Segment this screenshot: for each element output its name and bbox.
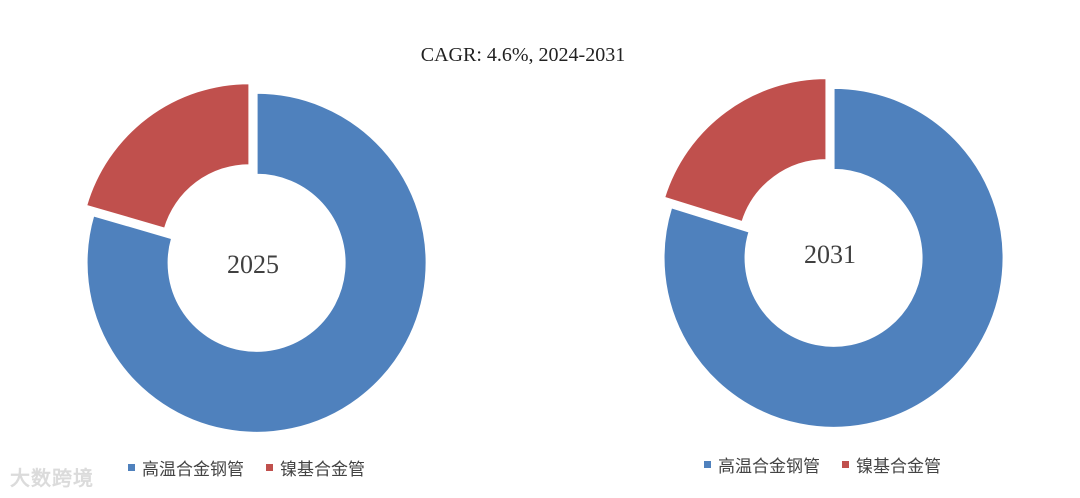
- legend-item: 镍基合金管: [266, 455, 365, 480]
- donut-chart-2025: 2025: [84, 82, 428, 434]
- legend-item: 高温合金钢管: [704, 452, 820, 477]
- legend-item: 镍基合金管: [842, 452, 941, 477]
- legend-label: 高温合金钢管: [142, 460, 244, 480]
- legend-swatch-series-2: [266, 464, 273, 471]
- legend-swatch-series-2: [842, 461, 849, 468]
- legend-2025: 高温合金钢管 镍基合金管: [128, 455, 387, 480]
- watermark-logo: 大数跨境: [10, 466, 94, 490]
- legend-2031: 高温合金钢管 镍基合金管: [704, 452, 963, 477]
- donut-slice-1: [662, 86, 1005, 429]
- legend-swatch-series-1: [704, 461, 711, 468]
- donut-slice-2: [84, 82, 251, 230]
- chart-title: CAGR: 4.6%, 2024-2031: [420, 44, 626, 66]
- donut-chart-2031: 2031: [662, 77, 1005, 429]
- legend-label: 镍基合金管: [280, 460, 365, 480]
- donut-center-label: 2031: [804, 240, 856, 269]
- donut-center-label: 2025: [227, 250, 279, 279]
- donut-slice-2: [662, 77, 828, 224]
- legend-label: 镍基合金管: [856, 457, 941, 477]
- legend-label: 高温合金钢管: [718, 457, 820, 477]
- legend-item: 高温合金钢管: [128, 455, 244, 480]
- donut-slice-1: [85, 91, 428, 434]
- legend-swatch-series-1: [128, 464, 135, 471]
